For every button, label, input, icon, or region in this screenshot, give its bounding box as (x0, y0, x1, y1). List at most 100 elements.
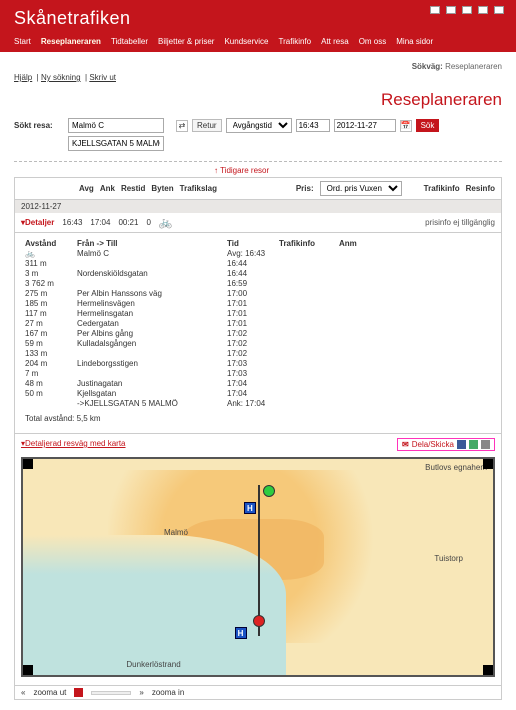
col-restid: Restid (121, 184, 145, 193)
stop-name: Hermelinsvägen (77, 299, 227, 308)
bike-icon: 🚲 (159, 216, 173, 229)
stop-name: Per Albins gång (77, 329, 227, 338)
stop-time: 17:02 (227, 339, 279, 348)
map-pin-end (253, 615, 265, 627)
date-bar: 2012-11-27 (14, 200, 502, 213)
menu-tidtabeller[interactable]: Tidtabeller (111, 37, 148, 46)
flag-icon[interactable] (478, 6, 488, 14)
stop-name: Kulladalsgången (77, 339, 227, 348)
share-label: Dela/Skicka (412, 440, 454, 449)
col-avg: Avg (79, 184, 94, 193)
map-stop-icon: H (244, 502, 256, 514)
dist: 27 m (25, 319, 77, 328)
share-button[interactable]: ✉ Dela/Skicka (397, 438, 495, 451)
col-tid: Tid (227, 239, 279, 248)
map-label-malmo: Malmö (164, 528, 188, 537)
menu-biljetter[interactable]: Biljetter & priser (158, 37, 214, 46)
stop-name: Per Albin Hanssons väg (77, 289, 227, 298)
flag-icon[interactable] (462, 6, 472, 14)
lang-flags[interactable] (430, 6, 504, 14)
facebook-icon[interactable] (457, 440, 466, 449)
calendar-icon[interactable]: 📅 (400, 120, 412, 132)
map-label-dunkerlo: Dunkerlöstrand (126, 660, 180, 669)
trip-row[interactable]: ▾Detaljer 16:43 17:04 00:21 0 🚲 prisinfo… (14, 213, 502, 233)
mode-icon: 🚲 (25, 249, 77, 258)
summary-avg: Avg: 16:43 (227, 249, 279, 258)
dist: 3 762 m (25, 279, 77, 288)
trip-byten: 0 (146, 218, 150, 227)
menu-kundservice[interactable]: Kundservice (224, 37, 268, 46)
flag-icon[interactable] (494, 6, 504, 14)
trip-details: Avstånd Från -> Till Tid Trafikinfo Anm … (14, 233, 502, 434)
stop-time: 17:04 (227, 389, 279, 398)
main-menu: Start Reseplaneraren Tidtabeller Biljett… (0, 33, 516, 52)
map-stop-icon: H (235, 627, 247, 639)
stop-name: Hermelinsgatan (77, 309, 227, 318)
stop-time: 16:59 (227, 279, 279, 288)
col-trafikinfo2: Trafikinfo (279, 239, 339, 248)
help-link[interactable]: Hjälp (14, 73, 32, 82)
stop-name (77, 349, 227, 358)
date-input[interactable] (334, 119, 396, 132)
time-input[interactable] (296, 119, 330, 132)
print-link[interactable]: Skriv ut (89, 73, 116, 82)
col-trafikinfo: Trafikinfo (424, 184, 460, 193)
menu-reseplaneraren[interactable]: Reseplaneraren (41, 37, 101, 46)
stop-time: 16:44 (227, 259, 279, 268)
stop-name (77, 259, 227, 268)
dist: 311 m (25, 259, 77, 268)
zoom-in[interactable]: zooma in (152, 688, 184, 697)
depmode-select[interactable]: Avgångstid (226, 118, 292, 133)
col-ank: Ank (100, 184, 115, 193)
menu-trafikinfo[interactable]: Trafikinfo (279, 37, 312, 46)
stop-name: Cedergatan (77, 319, 227, 328)
zoom-track[interactable] (91, 691, 131, 695)
map-pin-start (263, 485, 275, 497)
stop-name: Malmö C (77, 249, 227, 258)
swap-icon[interactable]: ⇄ (176, 120, 188, 132)
new-search-link[interactable]: Ny sökning (41, 73, 81, 82)
map-label-tuistorp: Tuistorp (434, 554, 463, 563)
social-icon[interactable] (469, 440, 478, 449)
stop-name (77, 279, 227, 288)
flag-icon[interactable] (446, 6, 456, 14)
zoom-level-icon (74, 688, 83, 697)
dist: 185 m (25, 299, 77, 308)
dist: 275 m (25, 289, 77, 298)
flag-icon[interactable] (430, 6, 440, 14)
dist: 59 m (25, 339, 77, 348)
content: Sökväg: Reseplaneraren Hjälp | Ny söknin… (0, 52, 516, 710)
col-pris: Pris: (296, 184, 314, 193)
return-button[interactable]: Retur (192, 119, 222, 132)
search-button[interactable]: Sök (416, 119, 440, 132)
stop-time: 17:03 (227, 369, 279, 378)
dist (25, 399, 77, 408)
from-input[interactable] (68, 118, 164, 133)
social-icon[interactable] (481, 440, 490, 449)
stop-time: 17:02 (227, 349, 279, 358)
zoom-out[interactable]: zooma ut (33, 688, 66, 697)
stop-name (77, 369, 227, 378)
menu-omoss[interactable]: Om oss (359, 37, 387, 46)
stop-time: 17:01 (227, 299, 279, 308)
map[interactable]: Malmö Butlovs egnahem Tuistorp Dunkerlös… (21, 457, 495, 677)
map-corner (483, 665, 493, 675)
map-toggle[interactable]: ▾Detaljerad resväg med karta (21, 439, 126, 448)
map-corner (483, 459, 493, 469)
map-corner (23, 459, 33, 469)
price-select[interactable]: Ord. pris Vuxen (320, 181, 402, 196)
col-trafikslag: Trafikslag (180, 184, 217, 193)
col-fran: Från -> Till (77, 239, 227, 248)
dist: 133 m (25, 349, 77, 358)
earlier-trips-link[interactable]: ↑ Tidigare resor (214, 166, 502, 175)
menu-start[interactable]: Start (14, 37, 31, 46)
dist: 167 m (25, 329, 77, 338)
menu-minasidor[interactable]: Mina sidor (396, 37, 433, 46)
trip-ank: 17:04 (90, 218, 110, 227)
menu-attresa[interactable]: Att resa (321, 37, 349, 46)
stop-time: 17:01 (227, 309, 279, 318)
to-input[interactable] (68, 136, 164, 151)
details-toggle[interactable]: ▾Detaljer (21, 218, 54, 227)
total-distance: Total avstånd: 5,5 km (25, 414, 491, 423)
breadcrumb-label: Sökväg: (412, 62, 443, 71)
